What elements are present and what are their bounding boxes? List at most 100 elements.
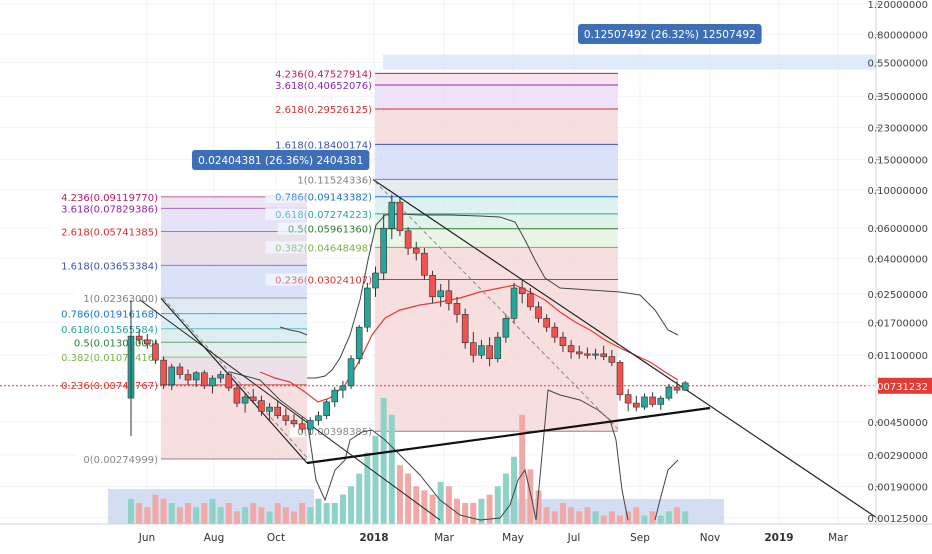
candle-body (584, 353, 591, 356)
moving-average (259, 284, 679, 403)
trend-line-right (372, 179, 881, 521)
candle-body (282, 415, 290, 421)
fib-right-level-label: 3.618(0.40652076) (275, 81, 372, 92)
y-tick-label: 0.00450000 (868, 418, 928, 429)
volume-bar (331, 503, 338, 524)
fib-right-label-bg (265, 67, 374, 80)
y-tick-label: 0.04000000 (868, 255, 928, 266)
volume-bar (633, 507, 640, 524)
volume-bar (413, 486, 420, 524)
fib-left-level-label: 2.618(0.05741385) (61, 228, 158, 239)
fib-right-zone (375, 213, 618, 229)
volume-bar (339, 494, 346, 524)
y-tick-label: 0.06000000 (868, 224, 928, 235)
candle-body (469, 342, 477, 356)
fib-right: 0(0.00398385) 0.236(0.03024107) 0.382(0.04… (265, 67, 618, 438)
fib-right-label-bg (265, 207, 374, 220)
volume-bar (225, 503, 232, 524)
fib-left-zone (161, 297, 307, 314)
band-lower-left (229, 371, 537, 521)
candle-body (657, 397, 665, 405)
fib-left-zone (161, 313, 307, 329)
volume-bar (454, 498, 460, 524)
fib-left-level-label: 0.786(0.01916168) (61, 310, 158, 321)
fib-right-zone (375, 247, 618, 280)
fib-right-level-label: 4.236(0.47527914) (275, 69, 372, 80)
band-upper-left (279, 326, 308, 336)
candle-body (184, 374, 192, 381)
fib-left-level-label: 0.618(0.01565584) (61, 325, 158, 336)
y-axis-bg (876, 0, 932, 550)
volume-bar (388, 414, 395, 524)
fib-right-zone (375, 85, 618, 109)
candle-body (575, 351, 583, 355)
fib-left-level-label: 0.382(0.01072416) (61, 353, 158, 364)
y-tick-label: 0.00125000 (868, 514, 928, 525)
candle-body (209, 377, 216, 387)
y-tick-label: 0.00190000 (868, 483, 928, 494)
candle-body (396, 201, 404, 232)
last-price-badge (878, 377, 932, 394)
volume-bar (527, 469, 534, 524)
volume-bar (266, 511, 273, 524)
candle-body (673, 386, 681, 391)
candle-body (355, 326, 363, 359)
volume-bar (315, 498, 322, 524)
candle-body (380, 227, 387, 274)
band-upper (307, 213, 679, 379)
candle-body (649, 396, 656, 405)
fib-right-level-label: 1.618(0.18400174) (275, 140, 372, 151)
candle-body (665, 386, 673, 399)
candle-body (274, 406, 282, 417)
fib-right-label-bg (265, 273, 374, 286)
candle-body (592, 353, 599, 356)
volume-bar (641, 515, 648, 524)
candle-body (567, 345, 575, 353)
candle-body (135, 335, 143, 341)
volume-bar (274, 503, 281, 524)
candle-body (217, 374, 224, 379)
x-tick-label: May (502, 532, 524, 544)
volume-bar (470, 503, 477, 524)
volume-bar (657, 515, 664, 524)
y-axis: 1.20000000 0.80000000 0.55000000 0.35000000… (868, 0, 932, 550)
volume-bar (250, 503, 257, 524)
candle-body (144, 339, 151, 345)
y-tick-label: 0.23000000 (868, 124, 928, 135)
fib-right-level-label: 0.786(0.09143382) (275, 193, 372, 204)
trend-dashed-right (374, 181, 619, 430)
volume-bar (242, 507, 249, 524)
fib-left-level-label: 0.5(0.01308000) (74, 338, 158, 349)
fib-right-level-label: 0(0.00398385) (297, 427, 372, 438)
volume-bar (445, 486, 452, 524)
volume-bar (258, 507, 265, 524)
candle-body (266, 406, 273, 412)
fib-right-level-label: 0.5(0.05961360) (288, 225, 372, 236)
volume-bar (568, 507, 575, 524)
volume-bar (617, 515, 623, 524)
y-tick-label: 0.02500000 (868, 290, 928, 301)
measure-band-right (383, 54, 876, 70)
candle-body (616, 362, 624, 395)
fib-left-label-bg (51, 307, 161, 320)
volume-bar (185, 503, 192, 524)
volume-bar (600, 515, 607, 524)
candle-body (551, 326, 559, 338)
candle-body (315, 415, 322, 421)
measure-label-left: 0.02404381 (26.36%) 2404381 (198, 155, 363, 167)
fib-left-label-bg (76, 291, 160, 304)
volume-bar (356, 473, 363, 524)
fib-right-level-label: 1(0.11524336) (297, 175, 372, 186)
volume-bar (511, 456, 518, 524)
volume-bar (478, 498, 485, 524)
fib-left-level-label: 1.618(0.03653384) (61, 261, 158, 272)
x-tick-label: 2019 (764, 532, 793, 544)
candle-body (518, 287, 526, 295)
volume-bar (535, 490, 542, 524)
volume-bar (674, 507, 681, 524)
measure-label-right-bg (578, 24, 762, 44)
fib-left-label-bg (51, 259, 161, 272)
volume-bar (209, 498, 216, 524)
y-tick-label: 0.10000000 (868, 186, 928, 197)
